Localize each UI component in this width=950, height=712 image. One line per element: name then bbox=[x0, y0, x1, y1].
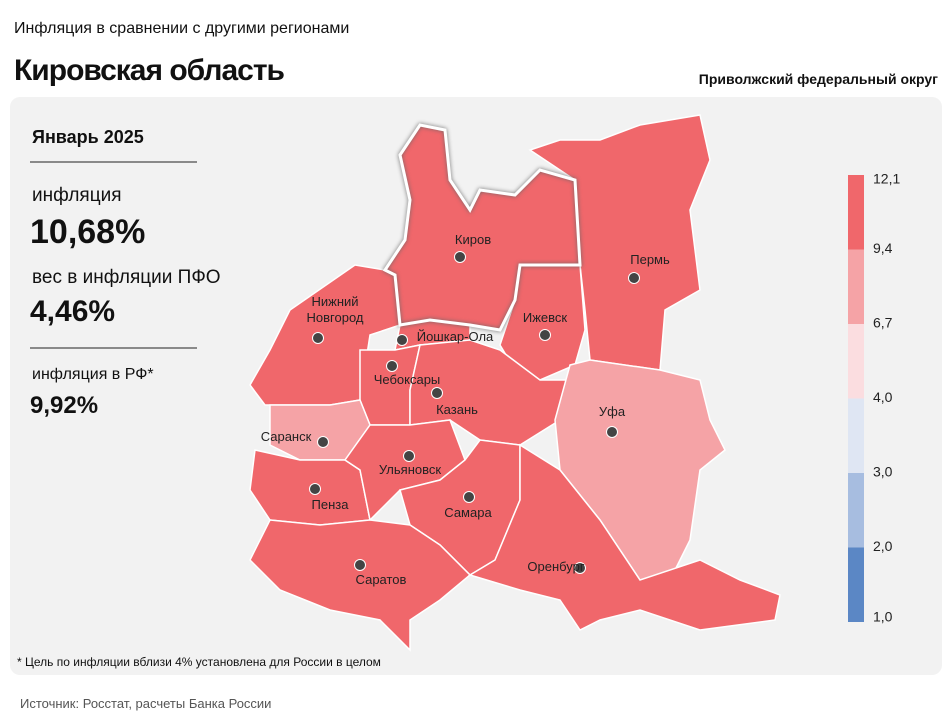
legend-swatch bbox=[848, 547, 864, 622]
city-dot bbox=[386, 360, 398, 372]
city-dot bbox=[463, 491, 475, 503]
city-dot bbox=[309, 483, 321, 495]
city-label: Пенза bbox=[311, 497, 349, 512]
weight-value: 4,46% bbox=[30, 295, 116, 328]
footnote: * Цель по инфляции вблизи 4% установлена… bbox=[17, 655, 381, 669]
city-label: Нижний Новгород bbox=[306, 294, 364, 325]
city-dot bbox=[312, 332, 324, 344]
city-label: Чебоксары bbox=[373, 372, 441, 387]
inflation-label: инфляция bbox=[32, 185, 122, 206]
city-label: Киров bbox=[454, 232, 492, 247]
city-label: Ижевск bbox=[522, 310, 568, 325]
region-highlight bbox=[382, 123, 582, 332]
legend-tick: 12,1 bbox=[873, 171, 900, 187]
legend-swatch bbox=[848, 175, 864, 250]
city-label: Йошкар-Ола bbox=[416, 329, 494, 344]
city-dot bbox=[539, 329, 551, 341]
city-dot bbox=[403, 450, 415, 462]
subtitle: Инфляция в сравнении с другими регионами bbox=[14, 20, 350, 37]
legend-tick: 9,4 bbox=[873, 240, 893, 256]
city-dot bbox=[317, 436, 329, 448]
city-dot bbox=[574, 562, 586, 574]
legend-tick: 2,0 bbox=[873, 538, 893, 554]
city-dot bbox=[431, 387, 443, 399]
city-label: Казань bbox=[436, 402, 478, 417]
city-dot bbox=[454, 251, 466, 263]
city-label: Самара bbox=[444, 505, 492, 520]
legend-swatch bbox=[848, 398, 864, 473]
rf-label: инфляция в РФ* bbox=[32, 366, 154, 383]
city-dot bbox=[606, 426, 618, 438]
city-label: Уфа bbox=[598, 404, 626, 419]
city-label: Пермь bbox=[630, 252, 670, 267]
city-label: Ульяновск bbox=[378, 462, 442, 477]
legend-swatch bbox=[848, 473, 864, 548]
period: Январь 2025 bbox=[32, 127, 144, 147]
inflation-value: 10,68% bbox=[30, 213, 146, 251]
city-label: Саранск bbox=[260, 429, 312, 444]
region bbox=[468, 443, 781, 631]
legend-tick: 4,0 bbox=[873, 389, 893, 405]
city-label: Оренбург bbox=[527, 559, 585, 574]
legend-tick: 6,7 bbox=[873, 315, 893, 331]
source: Источник: Росстат, расчеты Банка России bbox=[20, 696, 272, 711]
city-dot bbox=[628, 272, 640, 284]
region bbox=[409, 339, 571, 446]
weight-label: вес в инфляции ПФО bbox=[32, 267, 221, 288]
city-label: Саратов bbox=[355, 572, 407, 587]
title: Кировская область bbox=[14, 54, 285, 87]
legend-tick: 3,0 bbox=[873, 464, 893, 480]
city-dot bbox=[396, 334, 408, 346]
region bbox=[249, 519, 472, 652]
legend-tick: 1,0 bbox=[873, 609, 893, 625]
rf-value: 9,92% bbox=[30, 392, 99, 419]
legend-swatch bbox=[848, 324, 864, 399]
city-dot bbox=[354, 559, 366, 571]
legend-swatch bbox=[848, 249, 864, 324]
district: Приволжский федеральный округ bbox=[698, 71, 938, 87]
